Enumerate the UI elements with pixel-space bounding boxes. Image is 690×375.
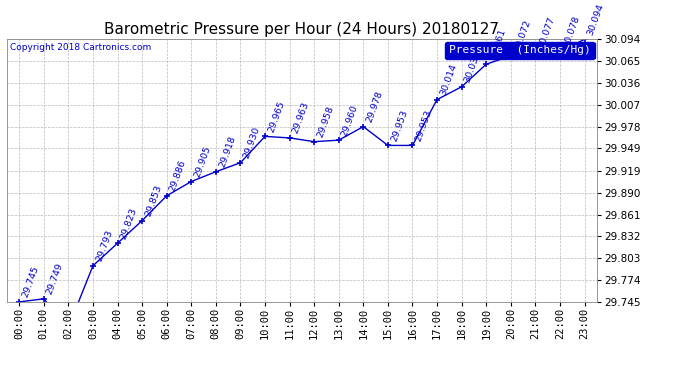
Text: 30.014: 30.014 <box>438 63 458 97</box>
Text: 29.960: 29.960 <box>340 103 360 137</box>
Text: 29.823: 29.823 <box>119 206 139 240</box>
Text: 29.918: 29.918 <box>217 135 237 169</box>
Text: 30.077: 30.077 <box>537 15 557 50</box>
Title: Barometric Pressure per Hour (24 Hours) 20180127: Barometric Pressure per Hour (24 Hours) … <box>104 22 500 37</box>
Text: 29.745: 29.745 <box>21 265 40 299</box>
Text: 29.853: 29.853 <box>144 184 164 218</box>
Legend: Pressure  (Inches/Hg): Pressure (Inches/Hg) <box>445 42 595 59</box>
Text: Copyright 2018 Cartronics.com: Copyright 2018 Cartronics.com <box>10 43 152 52</box>
Text: 29.886: 29.886 <box>168 159 188 193</box>
Text: 29.953: 29.953 <box>414 108 434 142</box>
Text: 29.965: 29.965 <box>266 99 286 134</box>
Text: 29.963: 29.963 <box>291 101 310 135</box>
Text: 29.958: 29.958 <box>315 105 335 139</box>
Text: 29.793: 29.793 <box>95 229 114 263</box>
Text: 30.078: 30.078 <box>562 14 581 49</box>
Text: 30.094: 30.094 <box>586 2 606 37</box>
Text: 29.930: 29.930 <box>241 126 262 160</box>
Text: 29.711: 29.711 <box>0 374 1 375</box>
Text: 29.978: 29.978 <box>365 90 384 124</box>
Text: 29.953: 29.953 <box>389 108 409 142</box>
Text: 29.749: 29.749 <box>45 262 65 296</box>
Text: 29.905: 29.905 <box>193 145 213 179</box>
Text: 30.031: 30.031 <box>463 50 483 84</box>
Text: 30.072: 30.072 <box>512 19 532 53</box>
Text: 30.061: 30.061 <box>488 27 507 62</box>
